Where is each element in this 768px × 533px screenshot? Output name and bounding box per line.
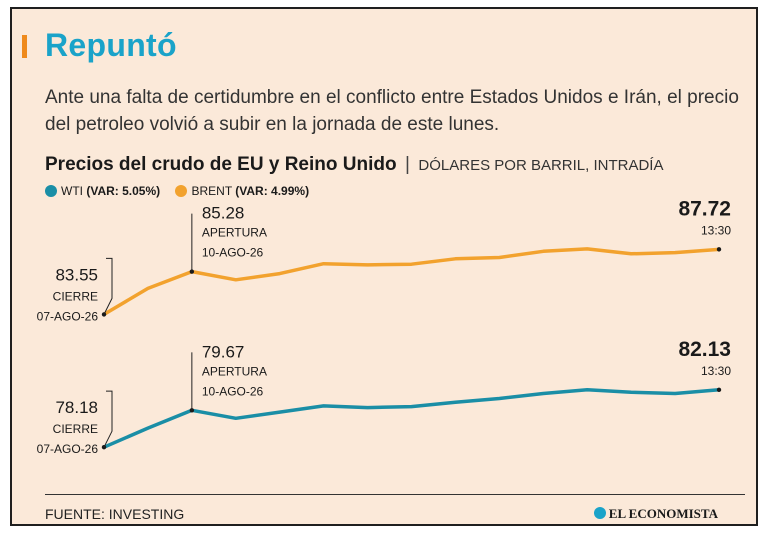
annotation-note-wti-0-0: CIERRE	[53, 422, 98, 436]
brand-name: EL ECONOMISTA	[608, 506, 718, 521]
annotation-value-brent-14: 87.72	[678, 197, 731, 220]
chart-title-separator: |	[405, 154, 410, 175]
chart-legend: WTI (VAR: 5.05%) BRENT (VAR: 4.99%)	[45, 184, 321, 198]
annotation-leader-brent-0	[103, 257, 113, 315]
brand-logo: EL ECONOMISTA	[593, 506, 718, 522]
legend-var-wti: (VAR: 5.05%)	[86, 184, 161, 198]
point-marker-wti-14	[716, 387, 722, 393]
annotation-value-wti-14: 82.13	[678, 338, 731, 361]
legend-dot-brent	[175, 185, 188, 197]
series-line-brent	[102, 247, 721, 317]
line-chart: 78.18 CIERRE 07-AGO-26 79.67 APERTURA 10-AGO-…	[37, 197, 732, 456]
legend-dot-wti	[45, 185, 57, 197]
title-accent-bar	[22, 35, 27, 58]
annotation-value-wti-2: 79.67	[202, 342, 245, 361]
chart-title-unit: DÓLARES POR BARRIL, INTRADÍA	[418, 157, 664, 174]
annotation-note-brent-2-0: APERTURA	[202, 226, 267, 240]
infographic-card: Repuntó Ante una falta de certidumbre en…	[10, 7, 758, 526]
brand-mark-icon	[593, 507, 606, 519]
legend-label-brent: BRENT	[191, 184, 232, 198]
legend-item-wti: WTI (VAR: 5.05%)	[45, 184, 160, 198]
annotation-note-wti-0-1: 07-AGO-26	[37, 442, 99, 456]
annotation-note-brent-2-1: 10-AGO-26	[202, 246, 264, 260]
source-note: FUENTE: INVESTING	[45, 506, 185, 522]
legend-var-brent: (VAR: 4.99%)	[235, 184, 310, 198]
page-subtitle: Ante una falta de certidumbre en el conf…	[45, 87, 739, 135]
legend-item-brent: BRENT (VAR: 4.99%)	[175, 184, 309, 198]
chart-title: Precios del crudo de EU y Reino Unido | …	[45, 154, 663, 176]
annotation-note-wti-2-0: APERTURA	[202, 364, 267, 378]
annotation-note-wti-2-1: 10-AGO-26	[202, 384, 264, 398]
point-marker-brent-14	[716, 247, 722, 252]
annotation-value-brent-0: 83.55	[55, 265, 98, 284]
annotation-value-brent-2: 85.28	[202, 204, 245, 223]
annotation-note-wti-14-0: 13:30	[701, 364, 731, 378]
annotation-note-brent-0-1: 07-AGO-26	[37, 309, 99, 323]
annotation-leader-wti-0	[103, 390, 113, 448]
annotation-note-brent-14-0: 13:30	[701, 223, 731, 237]
annotation-note-brent-0-0: CIERRE	[53, 289, 98, 303]
chart-title-main: Precios del crudo de EU y Reino Unido	[45, 154, 397, 175]
footer-divider	[45, 494, 745, 495]
page-title: Repuntó	[45, 27, 177, 63]
annotation-value-wti-0: 78.18	[55, 398, 98, 417]
legend-label-wti: WTI	[61, 184, 83, 198]
series-line-wti	[102, 388, 721, 449]
